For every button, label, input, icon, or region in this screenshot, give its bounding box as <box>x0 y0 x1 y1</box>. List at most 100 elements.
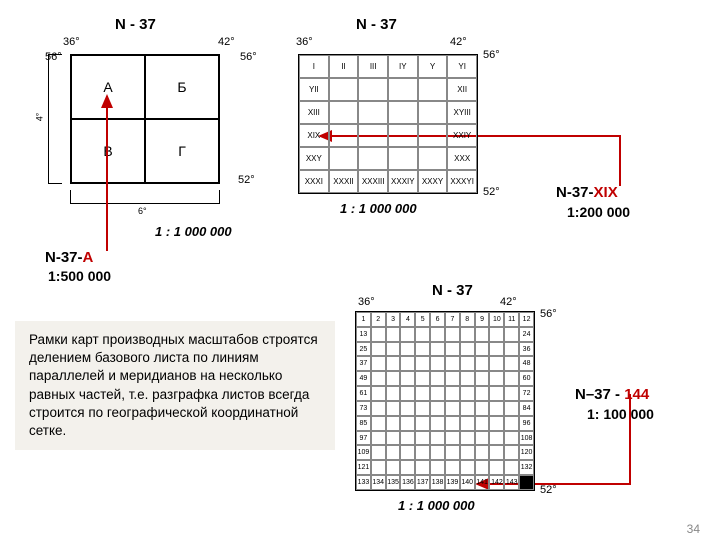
d3-cell <box>400 416 415 431</box>
d2-ref: N-37-XIX <box>556 184 618 201</box>
d3-corner-tr: 42° <box>500 296 517 308</box>
d3-cell <box>400 327 415 342</box>
d3-cell <box>504 386 519 401</box>
d3-cell: 48 <box>519 356 534 371</box>
d3-cell <box>475 327 490 342</box>
d2-cell <box>388 147 418 170</box>
d2-caption: 1 : 1 000 000 <box>340 201 417 216</box>
d2-cell <box>418 101 448 124</box>
d3-cell <box>475 460 490 475</box>
d2-cell <box>329 78 359 101</box>
d3-cell <box>415 356 430 371</box>
d3-cell <box>475 356 490 371</box>
d3-cell <box>489 327 504 342</box>
d2-cell <box>329 147 359 170</box>
d3-cell <box>415 460 430 475</box>
d3-cell <box>400 401 415 416</box>
d3-cell <box>400 356 415 371</box>
d3-cell <box>430 327 445 342</box>
d3-cell <box>400 445 415 460</box>
d3-cell <box>445 416 460 431</box>
d3-cell: 109 <box>356 445 371 460</box>
d2-cell: XXXII <box>329 170 359 193</box>
d3-lat-bot: 52° <box>540 484 557 496</box>
d2-cell <box>388 124 418 147</box>
d3-cell <box>415 445 430 460</box>
d3-cell: 2 <box>371 312 386 327</box>
d2-cell <box>418 124 448 147</box>
d3-cell: 49 <box>356 371 371 386</box>
d3-cell <box>460 445 475 460</box>
d3-cell <box>371 356 386 371</box>
d2-lat-top: 56° <box>483 49 500 61</box>
d3-cell <box>386 327 401 342</box>
d2-cell: XXXIY <box>388 170 418 193</box>
d3-cell <box>445 371 460 386</box>
d3-cell <box>386 431 401 446</box>
d3-cell <box>460 327 475 342</box>
d2-cell: Y <box>418 55 448 78</box>
d2-cell <box>358 147 388 170</box>
d3-cell <box>504 342 519 357</box>
d3-cell: 60 <box>519 371 534 386</box>
d3-cell <box>445 431 460 446</box>
d2-cell <box>388 101 418 124</box>
d2-ref-scale: 1:200 000 <box>567 204 630 220</box>
d3-cell <box>489 445 504 460</box>
d3-cell <box>489 386 504 401</box>
d3-cell <box>415 401 430 416</box>
d3-cell <box>504 445 519 460</box>
d3-cell: 97 <box>356 431 371 446</box>
d3-cell <box>475 401 490 416</box>
d3-cell: 10 <box>489 312 504 327</box>
d2-cell <box>329 101 359 124</box>
d3-cell <box>371 401 386 416</box>
d3-cell <box>415 342 430 357</box>
d3-cell <box>445 401 460 416</box>
d3-cell <box>400 460 415 475</box>
d2-cell: XII <box>447 78 477 101</box>
d3-cell <box>475 342 490 357</box>
d3-cell: 120 <box>519 445 534 460</box>
d3-cell <box>371 327 386 342</box>
d3-cell: 4 <box>400 312 415 327</box>
d2-cell: YI <box>447 55 477 78</box>
d3-cell: 8 <box>460 312 475 327</box>
d3-cell <box>430 431 445 446</box>
d3-cell: 37 <box>356 356 371 371</box>
d3-ref-prefix: N–37 - <box>575 386 624 403</box>
d2-cell <box>418 78 448 101</box>
d3-cell <box>475 371 490 386</box>
d3-cell <box>415 416 430 431</box>
d3-cell <box>489 356 504 371</box>
d3-cell: 140 <box>460 475 475 490</box>
d2-ref-prefix: N-37- <box>556 184 594 201</box>
d3-cell <box>489 460 504 475</box>
d2-corner-tl: 36° <box>296 36 313 48</box>
d2-title: N - 37 <box>356 16 397 33</box>
d3-cell <box>400 431 415 446</box>
d3-cell <box>460 356 475 371</box>
d3-cell <box>400 342 415 357</box>
d3-cell <box>504 460 519 475</box>
d3-cell <box>371 431 386 446</box>
d3-cell <box>504 401 519 416</box>
d2-cell <box>358 101 388 124</box>
d3-corner-tl: 36° <box>358 296 375 308</box>
d2-cell: XXXIII <box>358 170 388 193</box>
d3-cell: 138 <box>430 475 445 490</box>
d2-cell: XIII <box>299 101 329 124</box>
d3-cell <box>371 386 386 401</box>
d3-cell: 133 <box>356 475 371 490</box>
d3-lat-top: 56° <box>540 308 557 320</box>
d3-cell: 108 <box>519 431 534 446</box>
d3-cell: 134 <box>371 475 386 490</box>
d2-cell: XXXY <box>418 170 448 193</box>
d3-cell <box>445 386 460 401</box>
d3-cell <box>460 401 475 416</box>
d2-lat-bot: 52° <box>483 186 500 198</box>
d3-cell <box>430 342 445 357</box>
d3-cell: 72 <box>519 386 534 401</box>
d3-cell <box>504 416 519 431</box>
page-number: 34 <box>687 522 700 536</box>
